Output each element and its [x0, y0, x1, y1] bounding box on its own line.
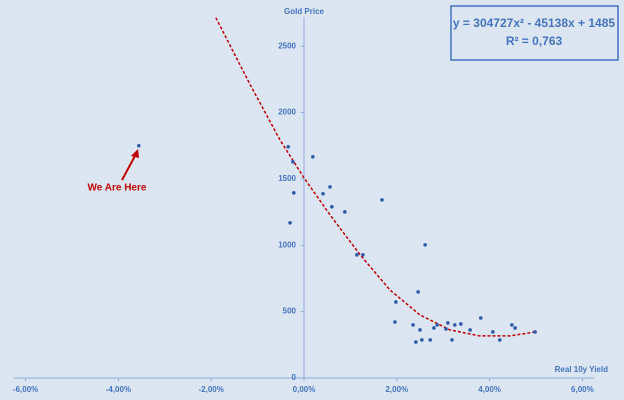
- point: [418, 328, 422, 332]
- point: [468, 328, 472, 332]
- point: [510, 323, 514, 327]
- point: [288, 221, 292, 225]
- point: [393, 320, 397, 324]
- y-tick-label: 2500: [278, 41, 296, 50]
- point: [380, 198, 384, 202]
- x-tick-label: -4,00%: [106, 385, 131, 394]
- x-tick-label: -2,00%: [199, 385, 224, 394]
- point: [453, 323, 457, 327]
- annotation: We Are Here: [88, 183, 147, 194]
- point: [291, 159, 295, 164]
- point: [459, 322, 463, 326]
- point: [311, 154, 315, 159]
- arrow-head: [131, 149, 139, 158]
- point: [423, 243, 427, 247]
- point: [361, 253, 365, 257]
- point: [416, 290, 420, 294]
- point: [414, 340, 418, 344]
- point: [450, 338, 454, 342]
- r-squared: R² = 0,763: [506, 34, 563, 48]
- point: [291, 191, 296, 195]
- point: [432, 326, 436, 330]
- point: [328, 185, 332, 189]
- point: [343, 210, 347, 214]
- point: [137, 143, 141, 148]
- equation-box: [450, 5, 619, 61]
- point: [444, 327, 448, 331]
- point: [533, 330, 537, 334]
- point: [428, 338, 433, 342]
- x-tick-label: 6,00%: [571, 385, 594, 394]
- x-tick-label: 4,00%: [478, 385, 501, 394]
- x-tick-label: -6,00%: [13, 385, 38, 394]
- x-tick-label: 2,00%: [385, 385, 408, 394]
- point: [446, 321, 450, 325]
- y-tick-label: 2000: [278, 108, 296, 117]
- point: [498, 338, 502, 342]
- point: [355, 253, 359, 257]
- y-tick-label: 500: [283, 307, 297, 316]
- point: [513, 326, 517, 330]
- point: [420, 338, 424, 342]
- annotation-arrow: [121, 153, 137, 181]
- y-tick-label: 1000: [278, 240, 296, 249]
- point: [321, 191, 325, 196]
- y-axis-title: Gold Price: [284, 7, 325, 16]
- point: [286, 145, 291, 149]
- point: [330, 204, 334, 209]
- equation: y = 304727x² - 45138x + 1485: [453, 16, 615, 30]
- x-axis-title: Real 10y Yield: [555, 365, 608, 374]
- x-tick-label: 0,00%: [293, 385, 316, 394]
- trendline: [215, 17, 536, 337]
- point: [491, 330, 495, 334]
- point: [478, 316, 483, 320]
- y-tick-label: 1500: [278, 174, 296, 183]
- point: [394, 300, 398, 304]
- point: [435, 323, 439, 327]
- point: [411, 323, 415, 327]
- y-tick-label: 0: [292, 373, 297, 382]
